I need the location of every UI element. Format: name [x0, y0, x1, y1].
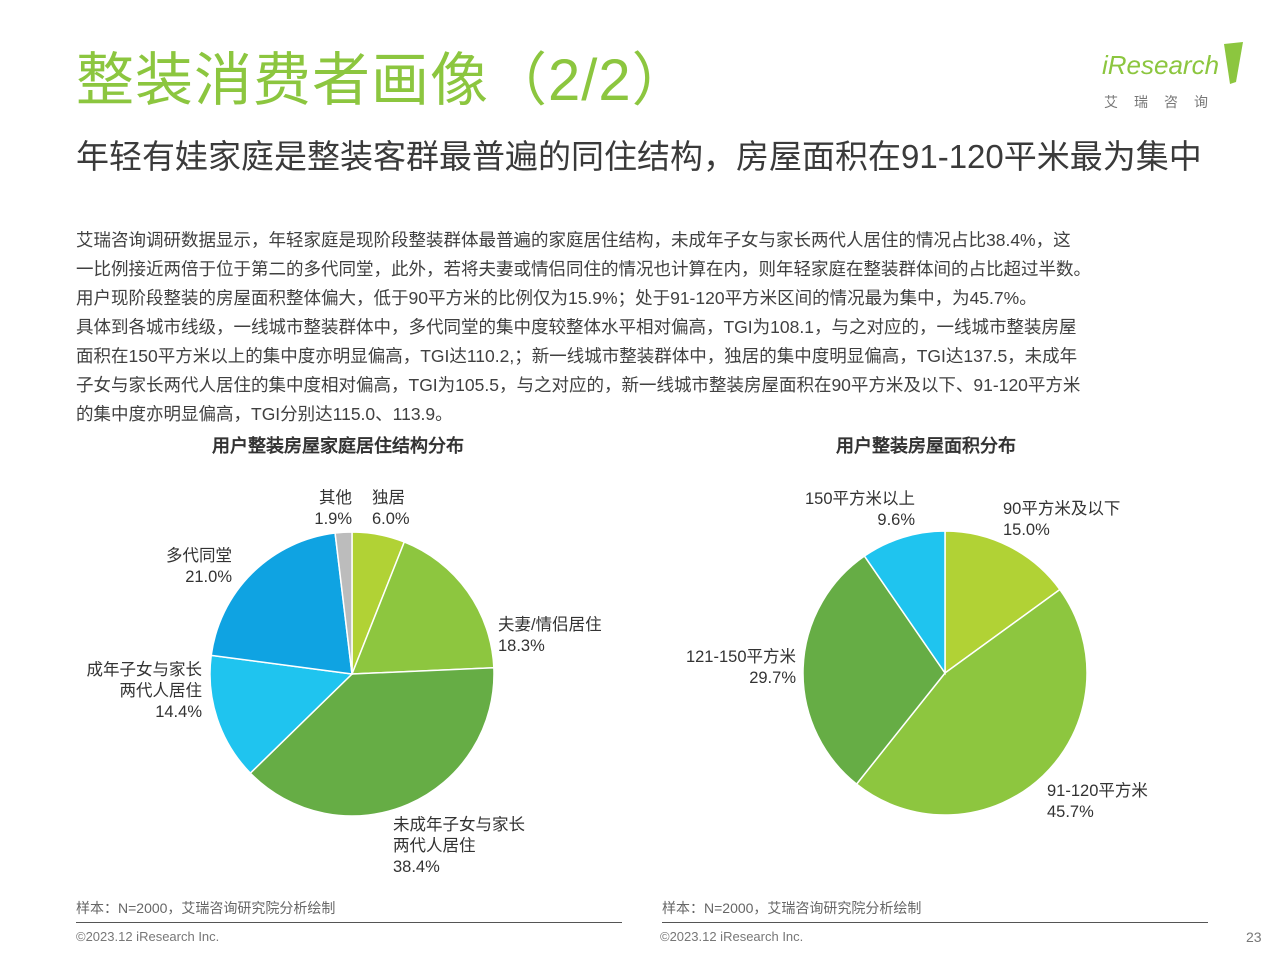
pie-charts: 独居6.0%夫妻/情侣居住18.3%未成年子女与家长两代人居住38.4%成年子女… — [87, 488, 1148, 876]
copyright-right: ©2023.12 iResearch Inc. — [660, 929, 804, 944]
pie-slice — [209, 654, 354, 775]
pie-slice — [802, 555, 946, 786]
pie-slice — [944, 530, 1061, 675]
pie-slice-value: 9.6% — [877, 511, 915, 529]
chart-title-household: 用户整装房屋家庭居住结构分布 — [212, 436, 464, 456]
body-line: 的集中度亦明显偏高，TGI分别达115.0、113.9。 — [76, 404, 453, 424]
pie-slice-label: 多代同堂 — [166, 546, 232, 565]
pie-slice-value: 6.0% — [372, 510, 410, 528]
pie-slice-value: 14.4% — [155, 703, 202, 721]
page-title: 整装消费者画像（2/2） — [76, 48, 691, 113]
pie-slice-value: 15.0% — [1003, 521, 1050, 539]
iresearch-logo: iResearch 艾瑞咨询 — [1098, 42, 1248, 112]
body-paragraph: 艾瑞咨询调研数据显示，年轻家庭是现阶段整装群体最普遍的家庭居住结构，未成年子女与… — [76, 226, 1226, 429]
pie-slice-value: 38.4% — [393, 858, 440, 876]
source-note-right: 样本：N=2000，艾瑞咨询研究院分析绘制 — [662, 900, 922, 916]
pie-slice-value: 45.7% — [1047, 803, 1094, 821]
pie-slice-label: 90平方米及以下 — [1003, 499, 1120, 518]
body-line: 艾瑞咨询调研数据显示，年轻家庭是现阶段整装群体最普遍的家庭居住结构，未成年子女与… — [76, 230, 1071, 250]
pie-slice-label: 独居 — [372, 488, 405, 507]
pie-slice-value: 29.7% — [749, 669, 796, 687]
chart-title-area: 用户整装房屋面积分布 — [836, 436, 1016, 456]
pie-slice-label: 两代人居住 — [120, 681, 203, 700]
pie-slice-label: 成年子女与家长 — [87, 660, 203, 679]
pie-slice — [350, 540, 495, 675]
body-line: 具体到各城市线级，一线城市整装群体中，多代同堂的集中度较整体水平相对偏高，TGI… — [76, 317, 1077, 337]
pie-slice-label: 150平方米以上 — [805, 489, 915, 508]
body-line: 子女与家长两代人居住的集中度相对偏高，TGI为105.5，与之对应的，新一线城市… — [76, 375, 1081, 395]
body-line: 一比例接近两倍于位于第二的多代同堂，此外，若将夫妻或情侣同住的情况也计算在内，则… — [76, 259, 1091, 279]
pie-slice — [334, 531, 353, 675]
logo-banner-shape — [1098, 42, 1243, 86]
pie-slice-value: 21.0% — [185, 568, 232, 586]
source-note-left: 样本：N=2000，艾瑞咨询研究院分析绘制 — [76, 900, 336, 916]
pie-slice — [863, 530, 946, 676]
body-line: 用户现阶段整装的房屋面积整体偏大，低于90平方米的比例仅为15.9%；处于91-… — [76, 288, 1037, 308]
pie-slice-label: 夫妻/情侣居住 — [498, 615, 602, 634]
footer-divider-right — [662, 922, 1208, 923]
pie-slice-value: 1.9% — [314, 510, 352, 528]
page-number: 23 — [1246, 929, 1262, 945]
pie-slice-label: 121-150平方米 — [686, 647, 796, 666]
body-line: 面积在150平方米以上的集中度亦明显偏高，TGI达110.2,；新一线城市整装群… — [76, 346, 1078, 366]
pie-slice-value: 18.3% — [498, 637, 545, 655]
footer-divider-left — [76, 922, 622, 923]
page-subtitle: 年轻有娃家庭是整装客群最普遍的同住结构，房屋面积在91-120平米最为集中 — [76, 138, 1202, 175]
logo-wordmark: iResearch — [1102, 50, 1220, 80]
pie-slice-label: 91-120平方米 — [1047, 781, 1148, 800]
pie-slice — [249, 666, 495, 817]
pie-slice — [210, 532, 353, 675]
pie-slice-label: 两代人居住 — [393, 836, 476, 855]
pie-slice-label: 其他 — [319, 488, 352, 507]
pie-slice-label: 未成年子女与家长 — [393, 815, 525, 834]
pie-slice — [855, 588, 1088, 816]
logo-subtext: 艾瑞咨询 — [1104, 94, 1224, 110]
copyright-left: ©2023.12 iResearch Inc. — [76, 929, 220, 944]
